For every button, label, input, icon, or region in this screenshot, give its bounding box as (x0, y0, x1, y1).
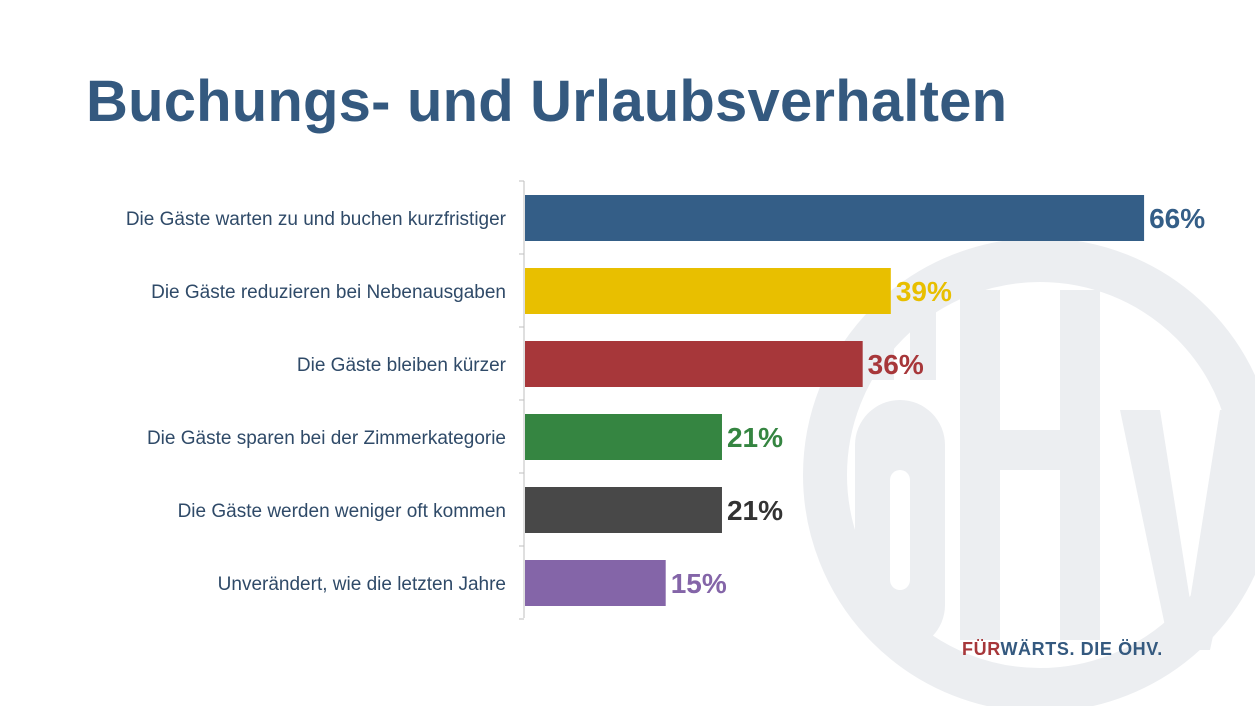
bars (525, 195, 1145, 606)
footer-slogan-part2: WÄRTS. DIE ÖHV. (1000, 639, 1163, 659)
bar (525, 487, 722, 533)
bar (525, 560, 666, 606)
footer-slogan: FÜRWÄRTS. DIE ÖHV. (962, 639, 1163, 660)
bar (525, 195, 1145, 241)
bar (525, 341, 863, 387)
category-labels: Die Gäste warten zu und buchen kurzfrist… (126, 209, 507, 595)
category-label: Die Gäste sparen bei der Zimmerkategorie (147, 428, 506, 449)
footer-slogan-part1: FÜR (962, 639, 1001, 659)
category-label: Unverändert, wie die letzten Jahre (218, 574, 506, 595)
value-label: 21% (727, 495, 783, 526)
category-label: Die Gäste bleiben kürzer (297, 355, 507, 376)
bar (525, 268, 891, 314)
value-label: 36% (868, 349, 924, 380)
value-label: 66% (1149, 203, 1205, 234)
bar (525, 414, 722, 460)
category-axis (519, 180, 525, 620)
category-label: Die Gäste werden weniger oft kommen (178, 501, 506, 522)
category-label: Die Gäste warten zu und buchen kurzfrist… (126, 209, 507, 230)
value-labels: 66% 39% 36% 21% 21% 15% (671, 203, 1206, 599)
category-label: Die Gäste reduzieren bei Nebenausgaben (151, 282, 506, 303)
value-label: 39% (896, 276, 952, 307)
value-label: 21% (727, 422, 783, 453)
page-title: Buchungs- und Urlaubsverhalten (86, 69, 1008, 134)
value-label: 15% (671, 568, 727, 599)
